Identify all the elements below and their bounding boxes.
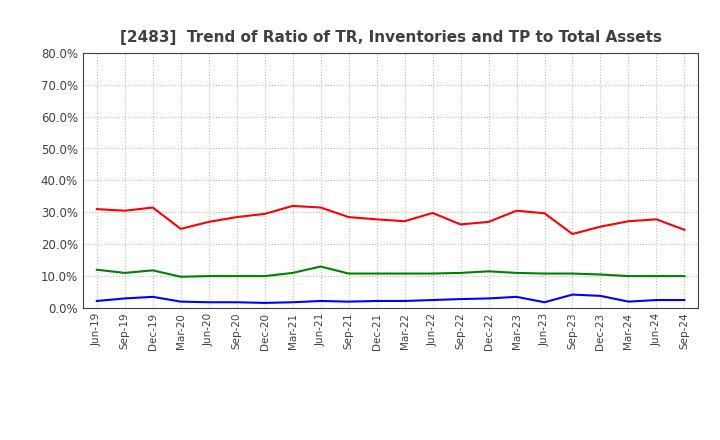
- Trade Receivables: [344, 214, 353, 220]
- Inventories: [261, 300, 269, 305]
- Inventories: [485, 296, 493, 301]
- Trade Receivables: [92, 206, 101, 212]
- Trade Payables: [568, 271, 577, 276]
- Inventories: [428, 297, 437, 303]
- Trade Receivables: [176, 226, 185, 231]
- Title: [2483]  Trend of Ratio of TR, Inventories and TP to Total Assets: [2483] Trend of Ratio of TR, Inventories…: [120, 29, 662, 45]
- Trade Receivables: [456, 222, 465, 227]
- Inventories: [288, 300, 297, 305]
- Trade Payables: [596, 272, 605, 277]
- Inventories: [680, 297, 689, 303]
- Trade Receivables: [596, 224, 605, 229]
- Inventories: [316, 298, 325, 304]
- Trade Payables: [624, 273, 633, 279]
- Trade Receivables: [428, 210, 437, 216]
- Trade Payables: [372, 271, 381, 276]
- Trade Payables: [512, 270, 521, 275]
- Trade Payables: [652, 273, 661, 279]
- Trade Payables: [288, 270, 297, 275]
- Trade Receivables: [120, 208, 129, 213]
- Trade Receivables: [204, 219, 213, 224]
- Inventories: [456, 297, 465, 302]
- Trade Receivables: [485, 219, 493, 224]
- Inventories: [596, 293, 605, 298]
- Trade Receivables: [512, 208, 521, 213]
- Trade Receivables: [261, 211, 269, 216]
- Inventories: [120, 296, 129, 301]
- Trade Receivables: [568, 231, 577, 237]
- Inventories: [512, 294, 521, 300]
- Trade Receivables: [680, 227, 689, 232]
- Trade Payables: [316, 264, 325, 269]
- Trade Payables: [148, 268, 157, 273]
- Trade Payables: [485, 269, 493, 274]
- Inventories: [233, 300, 241, 305]
- Trade Payables: [428, 271, 437, 276]
- Inventories: [204, 300, 213, 305]
- Trade Payables: [261, 273, 269, 279]
- Inventories: [540, 300, 549, 305]
- Trade Receivables: [372, 216, 381, 222]
- Trade Payables: [344, 271, 353, 276]
- Inventories: [652, 297, 661, 303]
- Inventories: [92, 298, 101, 304]
- Trade Receivables: [288, 203, 297, 209]
- Inventories: [344, 299, 353, 304]
- Trade Payables: [176, 274, 185, 279]
- Trade Payables: [92, 267, 101, 272]
- Trade Payables: [120, 270, 129, 275]
- Trade Receivables: [400, 219, 409, 224]
- Inventories: [400, 298, 409, 304]
- Inventories: [624, 299, 633, 304]
- Line: Trade Receivables: Trade Receivables: [96, 206, 685, 234]
- Trade Payables: [400, 271, 409, 276]
- Trade Receivables: [652, 216, 661, 222]
- Trade Receivables: [624, 219, 633, 224]
- Trade Payables: [680, 273, 689, 279]
- Trade Payables: [233, 273, 241, 279]
- Inventories: [176, 299, 185, 304]
- Line: Inventories: Inventories: [96, 295, 685, 303]
- Line: Trade Payables: Trade Payables: [96, 267, 685, 277]
- Inventories: [568, 292, 577, 297]
- Trade Payables: [540, 271, 549, 276]
- Trade Receivables: [148, 205, 157, 210]
- Inventories: [148, 294, 157, 300]
- Trade Receivables: [540, 211, 549, 216]
- Inventories: [372, 298, 381, 304]
- Trade Payables: [204, 273, 213, 279]
- Trade Payables: [456, 270, 465, 275]
- Trade Receivables: [233, 214, 241, 220]
- Trade Receivables: [316, 205, 325, 210]
